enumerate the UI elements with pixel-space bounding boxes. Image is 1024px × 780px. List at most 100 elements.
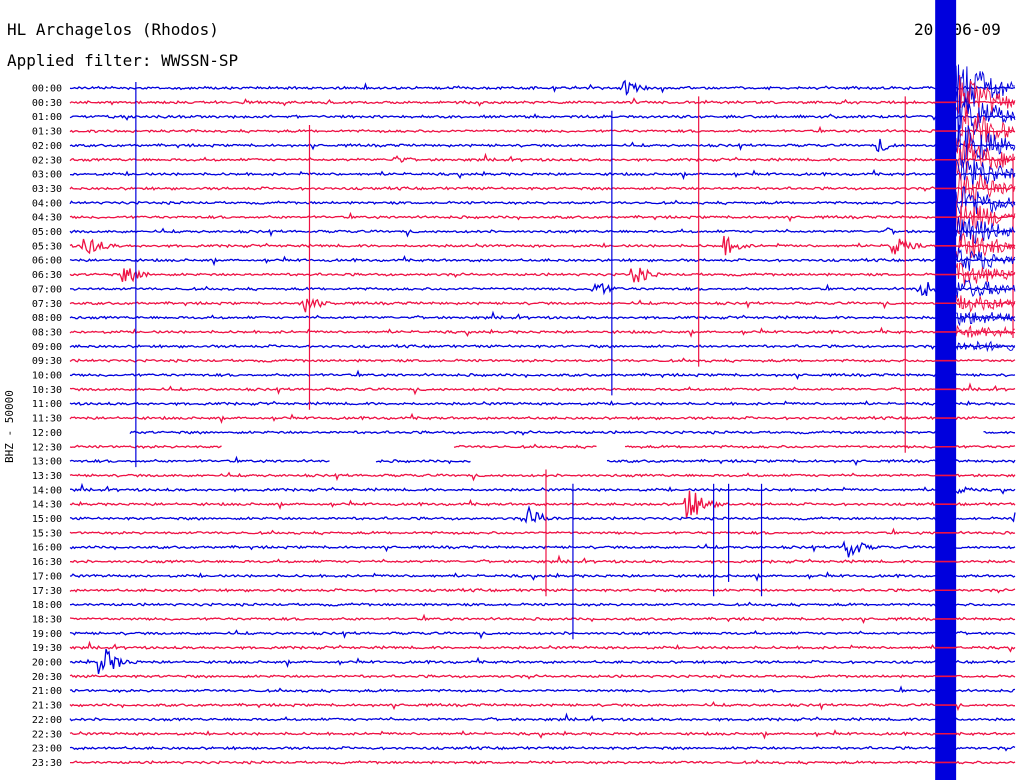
time-tick-label: 07:30 [32,299,62,310]
time-tick-label: 14:00 [32,485,62,496]
trace-line [69,504,1016,524]
trace-line [69,400,1016,409]
trace-line [69,471,1016,482]
trace-line [69,613,1016,625]
trace-line [129,430,1016,436]
coda-trace [955,91,1016,143]
time-tick-label: 11:30 [32,414,62,425]
coda-trace [955,171,1016,208]
time-tick-label: 09:00 [32,342,62,353]
trace-line [69,629,1016,640]
trace-line [69,343,1016,350]
trace-line [69,357,1016,364]
time-tick-label: 03:00 [32,170,62,181]
trace-line [69,480,1016,497]
time-tick-label: 16:00 [32,543,62,554]
trace-line [69,540,1016,558]
trace-line [69,712,1016,722]
time-tick-label: 04:30 [32,213,62,224]
trace-line [69,79,1016,96]
time-label-group: 00:00 00:30 01:00 01:30 02:00 02:30 03:00 03:30… [32,84,62,769]
time-tick-label: 23:00 [32,744,62,755]
coda-trace [955,186,1016,215]
coda-trace [955,232,1016,258]
time-tick-label: 09:30 [32,356,62,367]
time-tick-label: 12:00 [32,428,62,439]
time-tick-label: 12:30 [32,442,62,453]
time-tick-label: 08:00 [32,313,62,324]
trace-line [69,297,1016,313]
overlay-group [135,0,1016,780]
trace-line [70,168,1016,181]
time-tick-label: 10:00 [32,371,62,382]
coda-trace [955,124,1016,167]
trace-line [69,587,1016,594]
time-tick-label: 11:00 [32,399,62,410]
time-tick-label: 02:30 [32,155,62,166]
time-tick-label: 05:00 [32,227,62,238]
trace-line [69,138,1016,153]
trace-line [69,369,1016,380]
trace-line [69,640,1016,653]
time-tick-label: 00:00 [32,84,62,95]
time-tick-label: 16:30 [32,557,62,568]
time-tick-label: 15:30 [32,528,62,539]
trace-line [69,455,1016,467]
trace-line [69,728,1016,740]
coda-trace [955,110,1016,154]
trace-line [69,113,1016,121]
trace-line [69,255,1016,267]
time-tick-label: 10:30 [32,385,62,396]
time-tick-label: 08:30 [32,327,62,338]
trace-line [69,412,1016,424]
time-tick-label: 15:00 [32,514,62,525]
trace-group [69,79,1016,765]
filter-label: Applied filter: WWSSN-SP [7,51,239,70]
trace-line [69,674,1016,680]
station-title: HL Archagelos (Rhodos) [7,20,219,39]
time-tick-label: 02:00 [32,141,62,152]
time-tick-label: 18:00 [32,600,62,611]
trace-line [69,382,1016,396]
coda-trace [955,64,1015,112]
time-tick-label: 22:00 [32,715,62,726]
time-tick-label: 05:30 [32,241,62,252]
trace-line [70,282,1016,297]
trace-line [69,125,1016,135]
time-tick-label: 07:00 [32,284,62,295]
trace-line [69,326,1016,338]
trace-line [69,701,1016,712]
time-tick-label: 14:30 [32,500,62,511]
trace-line [69,224,1016,238]
trace-line [69,554,1016,564]
coda-trace [955,140,1016,176]
time-tick-label: 23:30 [32,758,62,769]
time-tick-label: 19:00 [32,629,62,640]
trace-line [69,97,1016,107]
time-tick-label: 01:00 [32,112,62,123]
time-tick-label: 20:30 [32,672,62,683]
trace-line [69,310,1016,321]
trace-line [69,745,1016,752]
time-tick-label: 22:30 [32,729,62,740]
time-tick-label: 19:30 [32,643,62,654]
coda-trace [955,201,1016,235]
trace-line [69,570,1016,582]
coda-trace [956,311,1016,327]
time-tick-label: 04:00 [32,198,62,209]
time-tick-label: 01:30 [32,127,62,138]
coda-trace [955,247,1016,272]
time-tick-label: 06:00 [32,256,62,267]
coda-trace [955,262,1016,286]
trace-line [69,601,1015,608]
time-tick-label: 03:30 [32,184,62,195]
time-tick-label: 13:00 [32,457,62,468]
time-tick-label: 06:30 [32,270,62,281]
time-tick-label: 17:30 [32,586,62,597]
trace-line [69,199,1016,206]
time-tick-label: 18:30 [32,614,62,625]
coda-trace [955,217,1016,245]
trace-line [69,211,1016,223]
coda-trace [955,294,1016,313]
